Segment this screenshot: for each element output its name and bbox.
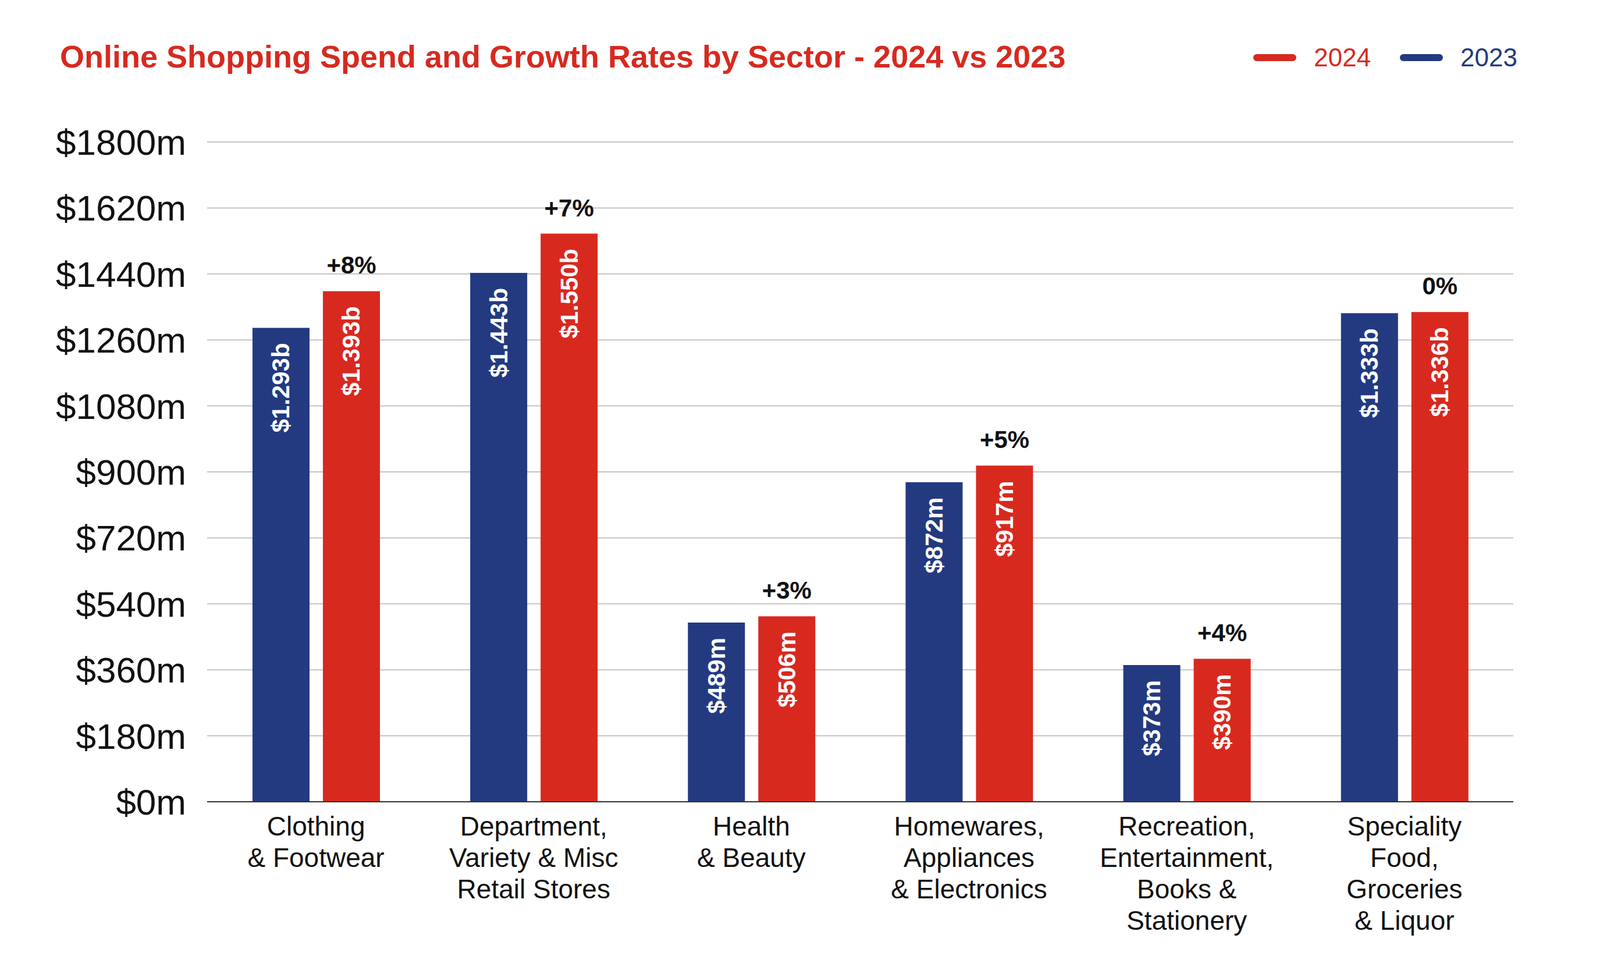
svg-text:$506m: $506m <box>773 631 801 708</box>
html-text:2024: 2024 <box>1313 43 1371 72</box>
svg-text:$1.550b: $1.550b <box>555 249 583 339</box>
svg-text:$917m: $917m <box>990 480 1019 557</box>
svg-text:$540m: $540m <box>75 584 187 625</box>
svg-text:$1.333b: $1.333b <box>1355 328 1383 418</box>
svg-text:+4%: +4% <box>1197 619 1247 647</box>
svg-text:$373m: $373m <box>1138 680 1166 757</box>
svg-text:$872m: $872m <box>920 497 948 574</box>
svg-text:$1080m: $1080m <box>55 386 187 427</box>
svg-text:$720m: $720m <box>75 517 187 558</box>
svg-text:Department,Variety & MiscRetai: Department,Variety & MiscRetail Stores <box>449 811 619 905</box>
svg-text:Recreation,Entertainment,Books: Recreation,Entertainment,Books &Statione… <box>1099 811 1274 936</box>
svg-text:$900m: $900m <box>75 452 187 493</box>
svg-text:$180m: $180m <box>75 716 187 757</box>
svg-text:$1620m: $1620m <box>55 187 187 229</box>
svg-text:$1440m: $1440m <box>55 254 187 295</box>
svg-text:$489m: $489m <box>702 637 731 714</box>
svg-text:+3%: +3% <box>762 576 812 604</box>
svg-text:$1.336b: $1.336b <box>1426 326 1454 417</box>
svg-text:$1.443b: $1.443b <box>485 288 513 378</box>
html-text:2023: 2023 <box>1460 43 1518 72</box>
svg-text:$1800m: $1800m <box>55 122 187 163</box>
svg-text:$1.393b: $1.393b <box>338 306 366 396</box>
html-text:Online Shopping Spend and Grow: Online Shopping Spend and Growth Rates b… <box>59 38 1066 74</box>
svg-text:Homewares,Appliances& Electron: Homewares,Appliances& Electronics <box>890 811 1047 905</box>
svg-text:$360m: $360m <box>75 649 187 691</box>
svg-text:+7%: +7% <box>544 194 595 222</box>
svg-text:Clothing& Footwear: Clothing& Footwear <box>247 811 384 873</box>
svg-text:+8%: +8% <box>326 251 376 279</box>
svg-text:Health& Beauty: Health& Beauty <box>697 811 806 873</box>
svg-text:$1260m: $1260m <box>55 320 187 361</box>
svg-text:SpecialityFood,Groceries& Liqu: SpecialityFood,Groceries& Liquor <box>1346 811 1463 936</box>
svg-text:+5%: +5% <box>979 425 1030 454</box>
svg-text:$390m: $390m <box>1208 673 1236 750</box>
svg-text:$1.293b: $1.293b <box>267 342 295 433</box>
svg-text:0%: 0% <box>1421 272 1458 300</box>
svg-text:$0m: $0m <box>115 781 187 823</box>
